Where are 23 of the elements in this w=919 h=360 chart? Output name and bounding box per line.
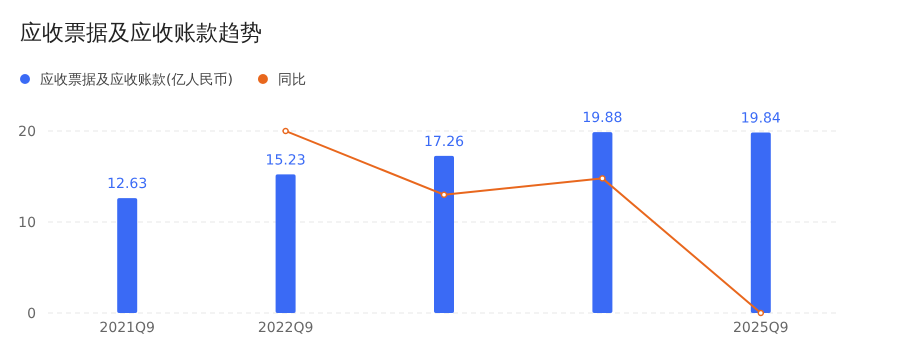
chart-title: 应收票据及应收账款趋势 <box>20 21 262 46</box>
data-label: 19.88 <box>582 110 622 126</box>
bar <box>276 174 296 313</box>
point <box>599 175 606 182</box>
x-tick-label: 2025Q9 <box>733 320 789 336</box>
legend-label: 同比 <box>278 72 306 88</box>
bar <box>117 198 138 313</box>
bar <box>592 132 612 313</box>
point <box>282 128 289 134</box>
point <box>758 310 764 316</box>
x-tick-label: 2022Q9 <box>258 320 314 336</box>
bar <box>434 156 454 313</box>
point <box>440 191 448 198</box>
data-label: 17.26 <box>424 134 464 150</box>
y-tick-label: 0 <box>27 306 36 322</box>
x-tick-label: 2021Q9 <box>99 320 155 336</box>
data-label: 15.23 <box>266 152 306 168</box>
legend-label: 应收票据及应收账款(亿人民币) <box>40 72 233 88</box>
y-tick-label: 20 <box>18 124 36 140</box>
y-tick-label: 10 <box>18 215 36 231</box>
bar <box>750 132 771 313</box>
data-label: 19.84 <box>740 110 781 126</box>
data-label: 12.63 <box>107 176 148 192</box>
